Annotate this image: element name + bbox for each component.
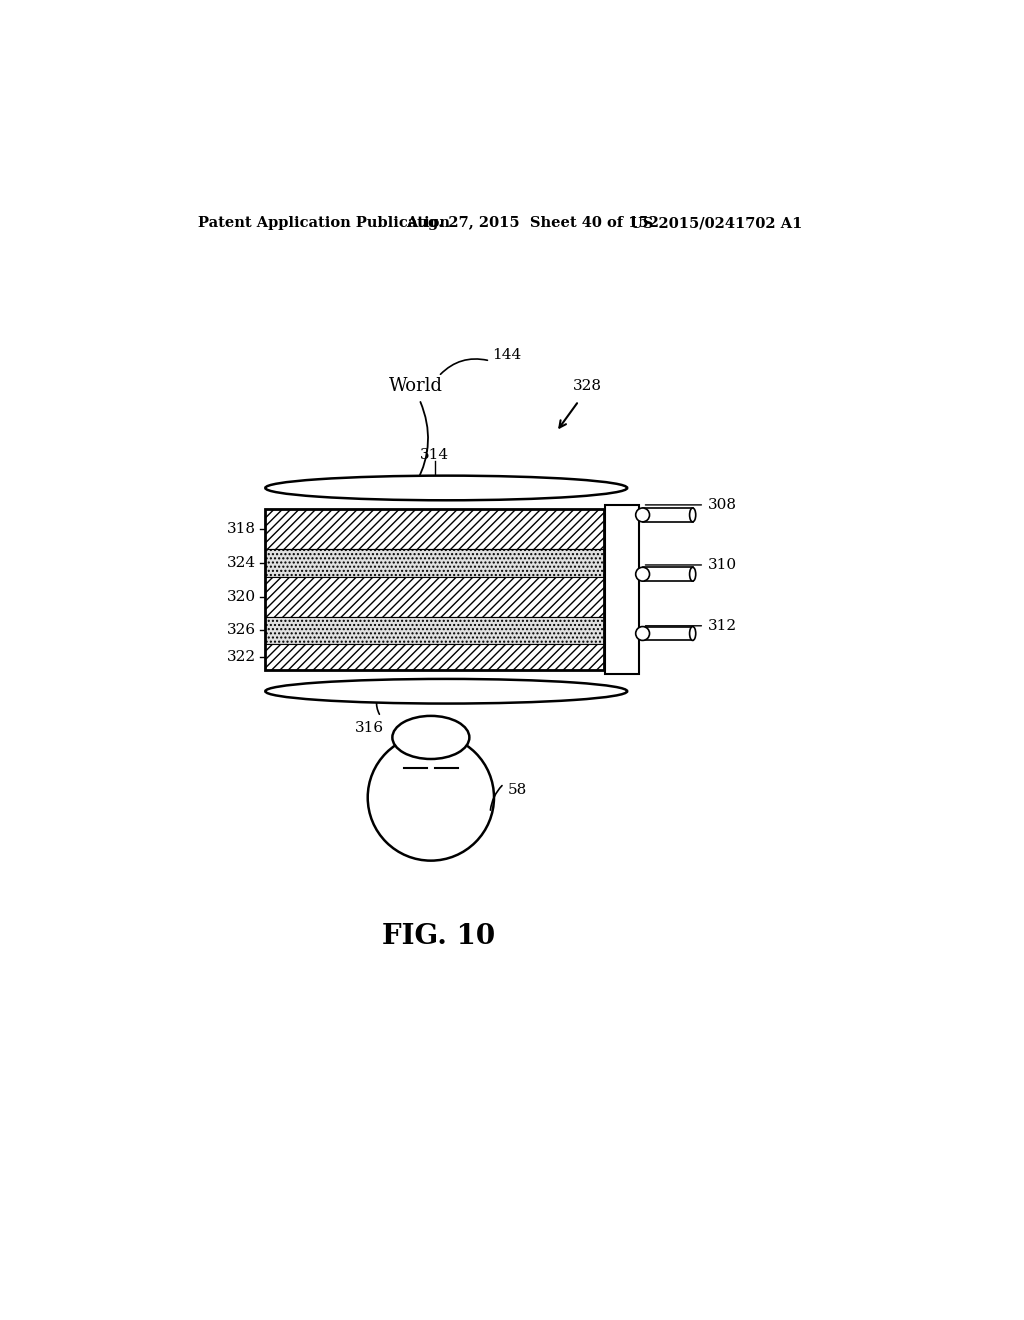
- Text: US 2015/0241702 A1: US 2015/0241702 A1: [630, 216, 802, 230]
- Text: 58: 58: [508, 783, 527, 797]
- Text: 144: 144: [493, 347, 521, 362]
- Text: 320: 320: [227, 590, 256, 603]
- Bar: [265, 508, 604, 671]
- Text: Patent Application Publication: Patent Application Publication: [199, 216, 451, 230]
- Bar: [265, 549, 604, 577]
- Text: 318: 318: [227, 521, 256, 536]
- Text: 314: 314: [420, 447, 450, 462]
- Ellipse shape: [689, 508, 695, 521]
- Bar: [643, 627, 692, 640]
- Text: 326: 326: [227, 623, 256, 638]
- Bar: [265, 508, 604, 549]
- Ellipse shape: [392, 715, 469, 759]
- Bar: [643, 568, 692, 581]
- Bar: [605, 506, 639, 675]
- Text: Aug. 27, 2015  Sheet 40 of 152: Aug. 27, 2015 Sheet 40 of 152: [407, 216, 659, 230]
- Circle shape: [368, 734, 494, 861]
- Text: 322: 322: [227, 651, 256, 664]
- Ellipse shape: [265, 475, 628, 500]
- Bar: [265, 577, 604, 616]
- Bar: [265, 644, 604, 671]
- Text: 316: 316: [354, 721, 384, 735]
- Text: FIG. 10: FIG. 10: [382, 923, 496, 949]
- Ellipse shape: [636, 508, 649, 521]
- Text: World: World: [388, 376, 442, 395]
- Bar: [643, 508, 692, 521]
- Text: 328: 328: [573, 379, 602, 392]
- Ellipse shape: [636, 627, 649, 640]
- Ellipse shape: [636, 568, 649, 581]
- Ellipse shape: [689, 627, 695, 640]
- Text: 312: 312: [708, 619, 737, 632]
- Ellipse shape: [689, 568, 695, 581]
- Text: 324: 324: [227, 556, 256, 570]
- Text: 308: 308: [708, 498, 737, 512]
- Ellipse shape: [265, 678, 628, 704]
- Bar: [265, 616, 604, 644]
- Text: 310: 310: [708, 558, 737, 572]
